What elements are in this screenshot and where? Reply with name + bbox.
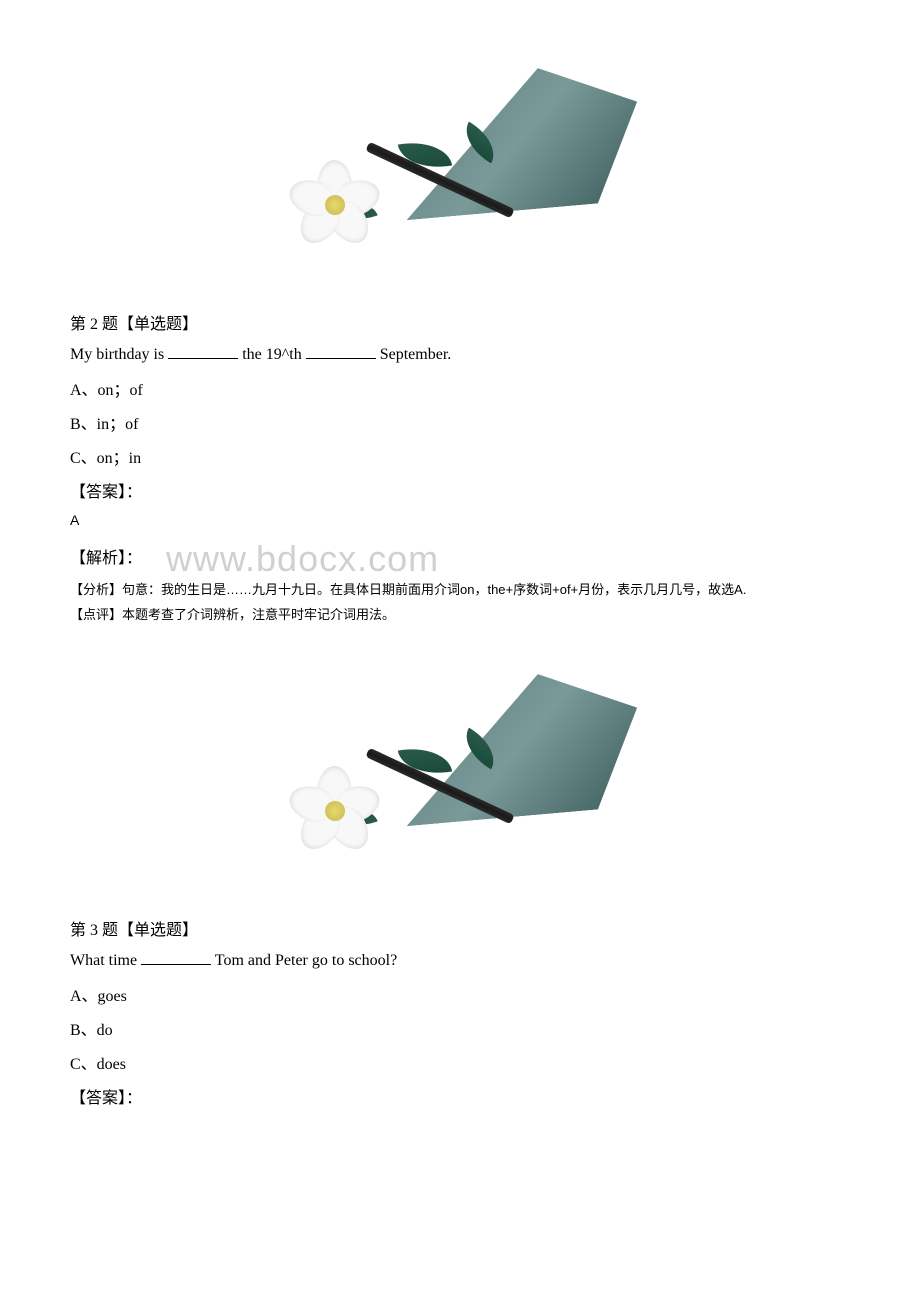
question-2: 第 2 题【单选题】 My birthday is the 19^th Sept… [70, 310, 850, 626]
blank [306, 358, 376, 359]
question-text: My birthday is the 19^th September. [70, 346, 850, 364]
option-b: B、in；of [70, 410, 850, 434]
blank [168, 358, 238, 359]
flower-icon [290, 160, 380, 250]
fan-shape [394, 60, 645, 220]
flower-icon [290, 766, 380, 856]
question-3: 第 3 题【单选题】 What time Tom and Peter go to… [70, 916, 850, 1108]
watermark-text: www.bdocx.com [166, 538, 439, 580]
analysis-row: 【解析】： www.bdocx.com [70, 538, 850, 580]
answer-value: A [70, 512, 850, 528]
analysis-label: 【解析】： [70, 544, 142, 568]
analysis-line: 【点评】本题考查了介词辨析，注意平时牢记介词用法。 [70, 605, 850, 626]
analysis-line: 【分析】句意：我的生日是……九月十九日。在具体日期前面用介词on，the+序数词… [70, 580, 850, 601]
option-a: A、goes [70, 982, 850, 1006]
question-header: 第 2 题【单选题】 [70, 310, 850, 334]
question-header: 第 3 题【单选题】 [70, 916, 850, 940]
question-text-part: Tom and Peter go to school? [211, 952, 397, 969]
answer-label: 【答案】： [70, 478, 850, 502]
option-c: C、on；in [70, 444, 850, 468]
blank [141, 964, 211, 965]
question-text: What time Tom and Peter go to school? [70, 952, 850, 970]
decorative-fan-flower-image [260, 666, 660, 886]
option-b: B、do [70, 1016, 850, 1040]
question-text-part: the 19^th [238, 346, 306, 363]
fan-shape [394, 665, 645, 825]
question-text-part: My birthday is [70, 346, 168, 363]
question-text-part: What time [70, 952, 141, 969]
question-text-part: September. [376, 346, 452, 363]
answer-label: 【答案】： [70, 1084, 850, 1108]
option-a: A、on；of [70, 376, 850, 400]
option-c: C、does [70, 1050, 850, 1074]
decorative-fan-flower-image [260, 60, 660, 280]
